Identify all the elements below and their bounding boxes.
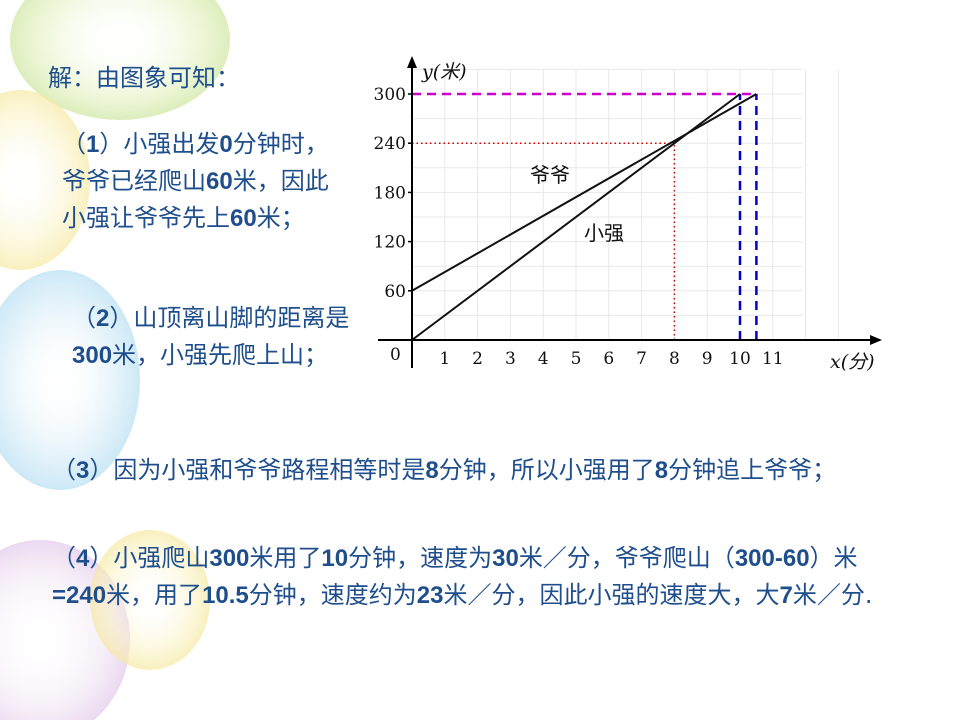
- answer-4-segment: 10.5: [202, 582, 249, 609]
- answer-4-segment: （: [52, 544, 76, 572]
- answer-4-segment: ）小强爬山: [89, 544, 210, 572]
- x-tick-label: 11: [762, 349, 784, 369]
- x-tick-label: 6: [603, 349, 614, 369]
- x-tick-label: 5: [571, 349, 582, 369]
- answer-3-segment: 分钟，所以小强用了: [438, 456, 655, 484]
- answer-4-segment: ）米: [809, 544, 858, 572]
- y-tick-label: 60: [384, 282, 406, 302]
- answer-4-segment: 米／分，爷爷爬山（: [518, 544, 735, 572]
- x-tick-label: 8: [669, 349, 680, 369]
- origin-label: 0: [390, 345, 401, 365]
- answer-2-segment: ）山顶离山脚的距离是: [109, 304, 350, 332]
- x-tick-label: 10: [729, 349, 751, 369]
- answer-4-segment: 米／分.: [792, 581, 873, 609]
- answer-3-segment: 3: [76, 457, 90, 484]
- answer-2-segment: 300: [72, 342, 113, 369]
- answer-2-segment: 米，小强先爬上山；: [112, 341, 329, 369]
- answer-2-segment: 2: [96, 305, 110, 332]
- chart-series: [411, 93, 757, 341]
- answer-1-segment: 0: [219, 131, 233, 158]
- answer-1-segment: 1: [86, 131, 100, 158]
- answer-1-segment: 60: [206, 168, 233, 195]
- answer-3-segment: 8: [425, 457, 439, 484]
- x-tick-label: 1: [439, 349, 450, 369]
- answer-4: （4）小强爬山300米用了10分钟，速度为30米／分，爷爷爬山（300-60）米…: [52, 540, 892, 614]
- balloon-decoration: [90, 530, 210, 670]
- chart-guides: [412, 92, 758, 340]
- answer-4-segment: 7: [779, 582, 793, 609]
- answer-4-segment: =240: [52, 582, 107, 609]
- x-axis-label: x(分): [830, 351, 875, 373]
- y-tick-label: 240: [374, 134, 406, 154]
- y-tick-label: 180: [374, 183, 406, 203]
- answer-4-segment: 30: [492, 545, 519, 572]
- answer-3-segment: 8: [654, 457, 669, 484]
- x-tick-label: 7: [636, 349, 647, 369]
- answer-1-segment: ）小强出发: [99, 130, 220, 158]
- chart-axes: [378, 56, 882, 368]
- answer-4-segment: 分钟，速度为: [348, 544, 493, 572]
- series-line-yeye: [411, 93, 757, 292]
- x-tick-label: 9: [702, 349, 713, 369]
- answer-4-segment: 23: [416, 582, 444, 609]
- series-label-yeye: 爷爷: [530, 163, 570, 187]
- answer-4-segment: 分钟，速度约为: [248, 581, 417, 609]
- answer-1: （1）小强出发0分钟时，爷爷已经爬山60米，因此小强让爷爷先上60米；: [62, 126, 332, 237]
- answer-4-segment: 300: [209, 545, 250, 572]
- answer-4-segment: 米／分，因此小强的速度大，大: [443, 581, 780, 609]
- answer-1-segment: 米，因此小强让爷爷先上: [62, 167, 329, 232]
- answer-1-segment: 60: [230, 205, 257, 232]
- balloon-decoration: [0, 90, 90, 270]
- x-axis-arrow: [870, 335, 882, 345]
- answer-2: （2）山顶离山脚的距离是 300米，小强先爬上山；: [72, 300, 352, 374]
- answer-1-segment: 米；: [256, 204, 305, 232]
- answer-3-segment: ）因为小强和爷爷路程相等时是: [89, 456, 426, 484]
- chart-grid: [412, 68, 839, 340]
- answer-2-segment: （: [72, 304, 96, 332]
- x-tick-label: 4: [538, 349, 549, 369]
- balloon-decoration: [10, 0, 230, 120]
- answer-4-segment: 米用了: [249, 544, 322, 572]
- series-line-xiaoqiang: [411, 93, 741, 341]
- answer-4-segment: 300-60: [734, 545, 810, 572]
- y-axis-label: y(米): [421, 61, 467, 83]
- answer-3: （3）因为小强和爷爷路程相等时是8分钟，所以小强用了8分钟追上爷爷；: [52, 452, 892, 489]
- x-tick-label: 2: [472, 349, 483, 369]
- answer-4-segment: 米，用了: [106, 581, 203, 609]
- y-tick-label: 300: [374, 85, 406, 105]
- solution-heading: 解：由图象可知：: [48, 64, 240, 92]
- balloon-decoration: [0, 270, 140, 490]
- answer-4-segment: 10: [321, 545, 349, 572]
- answer-1-segment: （: [62, 130, 86, 158]
- answer-1-segment: 分钟时，爷爷已经爬山: [62, 130, 329, 195]
- answer-3-segment: （: [52, 456, 76, 484]
- x-tick-label: 3: [505, 349, 516, 369]
- answer-4-segment: 4: [76, 545, 90, 572]
- y-tick-label: 120: [374, 233, 406, 253]
- series-label-xiaoqiang: 小强: [584, 221, 624, 245]
- answer-3-segment: 分钟追上爷爷；: [668, 456, 837, 484]
- y-axis-arrow: [407, 56, 417, 68]
